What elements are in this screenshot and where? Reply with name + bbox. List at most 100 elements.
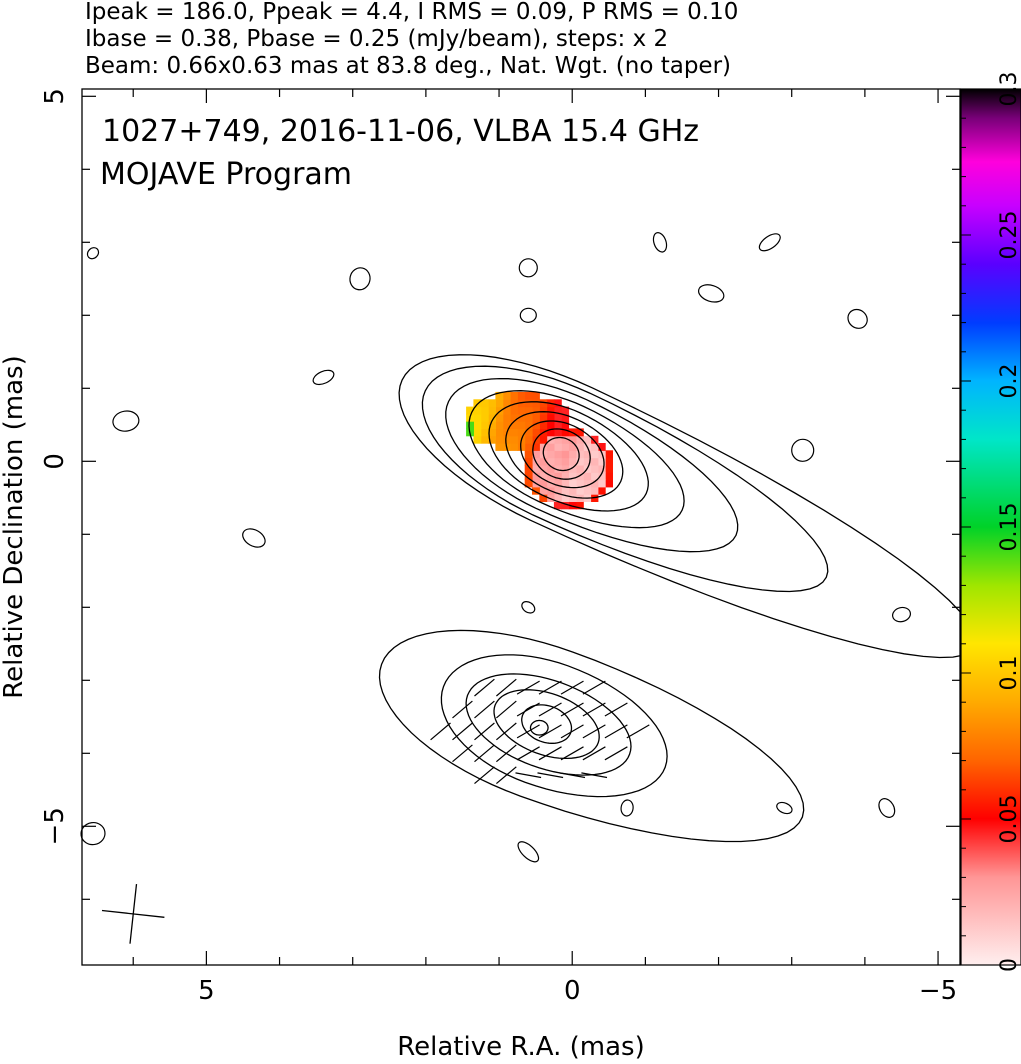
noise-contour — [519, 307, 537, 323]
heatmap-cell — [575, 486, 584, 495]
heatmap-cell — [473, 421, 482, 429]
y-tick-label: −5 — [40, 807, 70, 845]
heatmap-cell — [480, 428, 489, 437]
heatmap-cell — [546, 457, 555, 466]
heatmap-cell — [488, 428, 496, 437]
heatmap-cell — [590, 443, 599, 451]
heatmap-cell — [583, 472, 592, 481]
evpa-stick — [538, 746, 562, 761]
heatmap-cell — [502, 413, 511, 422]
heatmap-cell — [510, 413, 518, 422]
polarization-contour — [378, 629, 805, 843]
heatmap-cell — [480, 435, 489, 444]
evpa-stick — [604, 724, 628, 739]
heatmap-cell — [561, 421, 570, 429]
heatmap-cell — [488, 399, 496, 408]
heatmap-cell — [575, 479, 584, 488]
heatmap-cell — [590, 472, 599, 481]
heatmap-cell — [502, 406, 511, 415]
heatmap-cell — [517, 391, 526, 400]
heatmap-cell — [561, 413, 570, 422]
noise-contour — [312, 369, 335, 386]
heatmap-cell — [532, 443, 540, 451]
heatmap-cell — [510, 443, 518, 451]
heatmap-cell — [502, 435, 511, 444]
noise-contour — [620, 799, 634, 817]
intensity-contour — [520, 420, 605, 489]
header-line-1: Ipeak = 186.0, Ppeak = 4.4, I RMS = 0.09… — [85, 0, 738, 25]
heatmap-cell — [553, 494, 562, 502]
evpa-sticks — [430, 678, 650, 785]
heatmap-cell — [568, 479, 577, 488]
heatmap-cell — [605, 450, 613, 459]
heatmap-cell — [532, 399, 540, 408]
heatmap-cell — [510, 406, 518, 415]
noise-contour — [697, 284, 725, 303]
heatmap-cell — [605, 472, 613, 481]
heatmap-cell — [524, 399, 533, 408]
heatmap-cell — [575, 435, 584, 444]
heatmap-cell — [583, 486, 592, 495]
evpa-stick — [516, 702, 540, 717]
heatmap-cell — [561, 494, 570, 502]
heatmap-cell — [597, 479, 606, 488]
evpa-stick — [496, 766, 517, 785]
heatmap-cell — [575, 464, 584, 473]
heatmap-cell — [488, 406, 496, 415]
evpa-stick — [516, 680, 540, 695]
colorbar-tick-label: 0.25 — [997, 211, 1021, 260]
evpa-stick — [516, 746, 540, 761]
heatmap-cell — [502, 391, 511, 400]
heatmap-cell — [590, 457, 599, 466]
colorbar-tick-label: 0.1 — [997, 656, 1021, 691]
heatmap-cell — [546, 443, 555, 451]
intensity-contour — [398, 354, 977, 659]
noise-contour — [758, 233, 781, 252]
heatmap-cell — [553, 421, 562, 429]
heatmap-cell — [524, 443, 533, 451]
noise-contour — [521, 600, 536, 614]
noise-contour — [112, 410, 140, 432]
evpa-stick — [496, 700, 517, 719]
evpa-stick — [474, 722, 495, 741]
intensity-contour — [445, 377, 739, 553]
evpa-stick — [560, 746, 584, 761]
evpa-stick — [560, 702, 584, 717]
evpa-stick — [582, 724, 606, 739]
heatmap-cell — [473, 413, 482, 422]
heatmap-cell — [473, 435, 482, 444]
heatmap-cell — [597, 472, 606, 481]
intensity-contour — [532, 428, 591, 480]
heatmap-cell — [546, 421, 555, 429]
heatmap-cell — [488, 413, 496, 422]
heatmap-cell — [590, 450, 599, 459]
intensity-contour — [468, 390, 685, 529]
evpa-stick — [582, 702, 606, 717]
heatmap-cell — [539, 457, 548, 466]
heatmap-cell — [575, 457, 584, 466]
heatmap-cell — [539, 486, 548, 495]
heatmap-cell — [568, 443, 577, 451]
heatmap-cell — [539, 421, 548, 429]
heatmap-cell — [561, 486, 570, 495]
heatmap-cell — [539, 399, 548, 408]
heatmap-cell — [605, 457, 613, 466]
heatmap-cell — [524, 457, 533, 466]
colorbar-tick-label: 0.3 — [997, 72, 1021, 107]
heatmap-cell — [517, 406, 526, 415]
heatmap-cell — [583, 479, 592, 488]
heatmap-cell — [495, 443, 504, 451]
heatmap-cell — [532, 428, 540, 437]
heatmap-cell — [568, 457, 577, 466]
heatmap-cell — [553, 464, 562, 473]
polarization-contour — [465, 673, 632, 776]
heatmap-cell — [466, 406, 474, 415]
intensity-contours — [378, 354, 977, 843]
evpa-stick — [560, 680, 584, 695]
heatmap-cell — [495, 406, 504, 415]
evpa-stick — [496, 744, 517, 763]
heatmap-cell — [517, 421, 526, 429]
heatmap-cell — [568, 435, 577, 444]
